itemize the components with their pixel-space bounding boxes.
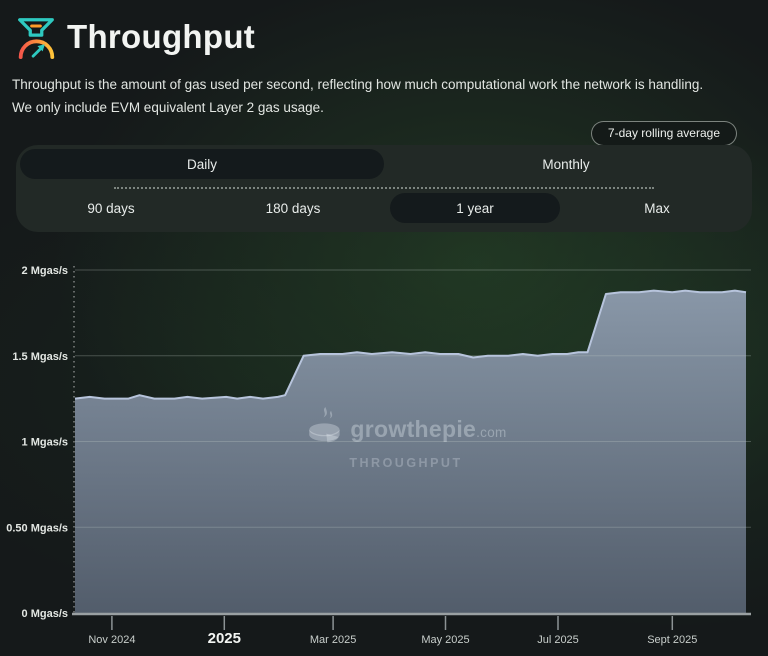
throughput-gauge-icon [13,14,59,60]
x-tick-label: Mar 2025 [310,634,356,646]
watermark-brand: growthepie.com [350,416,506,443]
range-1year-button[interactable]: 1 year [390,193,560,223]
series-line [74,289,747,400]
x-tick-label: Sept 2025 [647,634,697,646]
watermark-brand-text: growthepie [350,416,477,442]
page-description: Throughput is the amount of gas used per… [12,73,703,119]
x-tick-label: 2025 [208,630,241,647]
x-tick-label: Nov 2024 [88,634,135,646]
y-tick-label: 0 Mgas/s [22,608,68,620]
frequency-monthly-button[interactable]: Monthly [384,149,748,179]
range-max-button[interactable]: Max [572,193,742,223]
watermark-subtitle: THROUGHPUT [349,456,463,470]
timerange-toggle: 90 days 180 days 1 year Max [20,193,748,223]
y-tick-label: 0.50 Mgas/s [6,522,68,534]
frequency-toggle: Daily Monthly [20,149,748,179]
range-180days-button[interactable]: 180 days [208,193,378,223]
watermark-tld: .com [476,425,507,440]
description-line-2: We only include EVM equivalent Layer 2 g… [12,100,324,115]
y-tick-label: 2 Mgas/s [22,265,68,277]
watermark: growthepie.com THROUGHPUT [305,406,506,470]
page-title: Throughput [67,18,256,55]
growthepie-pie-icon [305,406,343,453]
rolling-average-badge: 7-day rolling average [590,121,737,146]
range-90days-button[interactable]: 90 days [26,193,196,223]
x-tick-label: Jul 2025 [537,634,579,646]
controls-panel: Daily Monthly 90 days 180 days 1 year Ma… [16,145,752,232]
area-series [75,290,746,613]
y-tick-label: 1.5 Mgas/s [12,351,68,363]
description-line-1: Throughput is the amount of gas used per… [12,77,704,92]
y-tick-label: 1 Mgas/s [22,437,68,449]
frequency-daily-button[interactable]: Daily [20,149,384,179]
divider [114,187,654,189]
x-tick-label: May 2025 [421,634,469,646]
page-header: Throughput [13,14,255,60]
